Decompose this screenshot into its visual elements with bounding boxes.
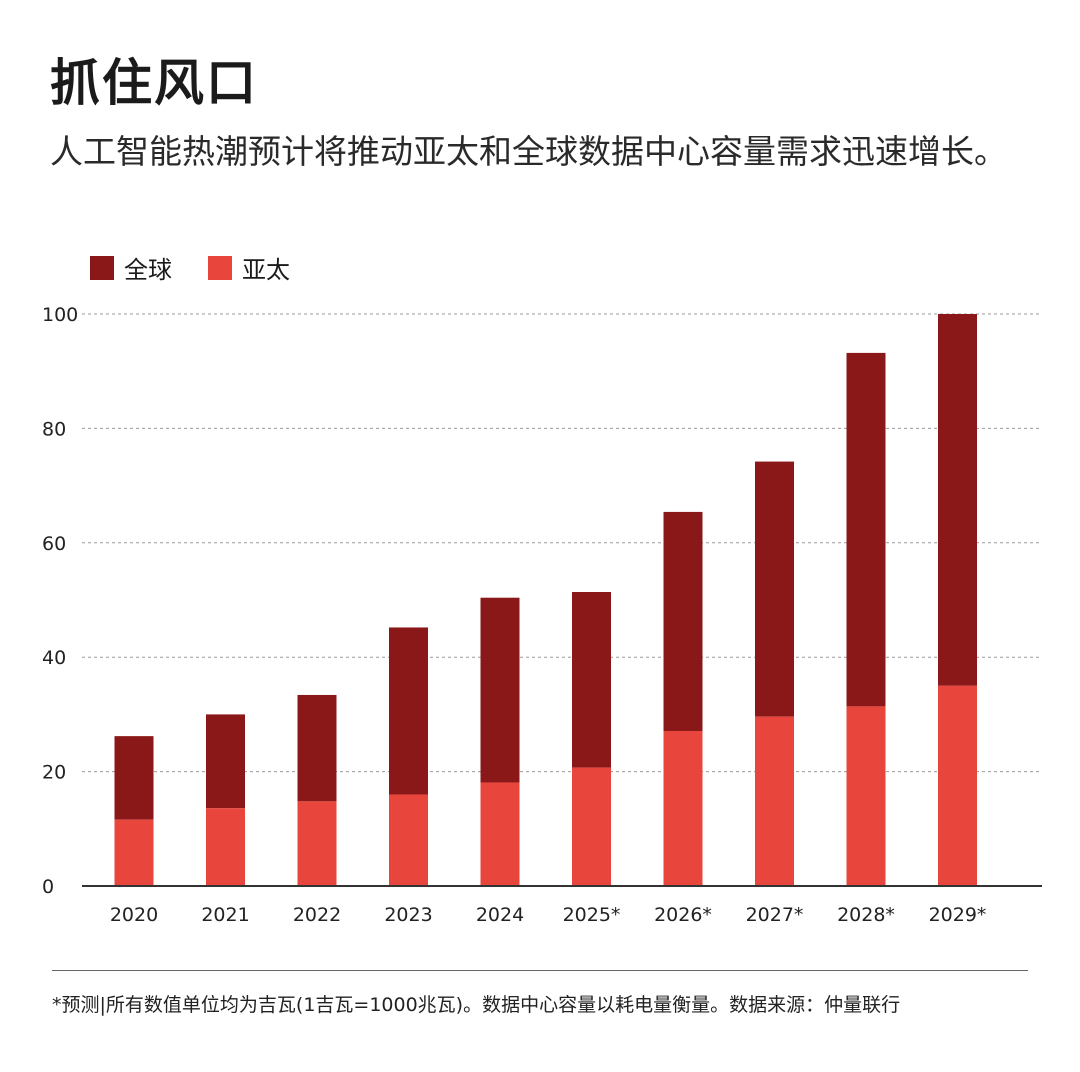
x-tick-label-2021: 2021 — [201, 904, 249, 926]
stacked-bar-chart: 0 20 40 60 80 100 2020 2021 2022 2023 2024 2025* 202… — [42, 304, 1042, 926]
page-subtitle: 人工智能热潮预计将推动亚太和全球数据中心容量需求迅速增长。 — [50, 132, 1007, 171]
bar-global-2026 — [663, 511, 703, 731]
bar-apac-2022 — [297, 801, 337, 886]
footer-divider — [52, 970, 1028, 971]
bar-apac-2023 — [389, 794, 428, 886]
y-tick-label-40: 40 — [42, 647, 66, 669]
bar-global-2025 — [572, 591, 611, 768]
x-tick-label-2025: 2025* — [563, 904, 621, 926]
y-tick-label-100: 100 — [42, 304, 78, 326]
x-tick-label-2020: 2020 — [110, 904, 158, 926]
bar-global-2027 — [755, 461, 794, 717]
bar-apac-2024 — [480, 782, 520, 886]
legend-label-global: 全球 — [124, 256, 172, 284]
bar-apac-2021 — [206, 808, 245, 886]
y-tick-label-80: 80 — [42, 418, 66, 440]
bar-apac-2020 — [114, 819, 154, 886]
chart-legend: 全球 亚太 — [90, 250, 326, 285]
y-tick-label-0: 0 — [42, 876, 54, 898]
bar-global-2029 — [938, 314, 977, 686]
bar-apac-2027 — [755, 716, 794, 886]
bar-global-2024 — [480, 597, 520, 783]
footnote: *预测|所有数值单位均为吉瓦(1吉瓦=1000兆瓦)。数据中心容量以耗电量衡量。… — [52, 994, 901, 1016]
bar-global-2023 — [389, 627, 428, 795]
legend-swatch-apac — [208, 255, 232, 280]
x-tick-label-2023: 2023 — [384, 904, 432, 926]
legend-item-apac: 亚太 — [208, 250, 290, 285]
x-tick-label-2026: 2026* — [654, 904, 712, 926]
legend-item-global: 全球 — [90, 250, 172, 285]
y-tick-label-20: 20 — [42, 762, 66, 784]
bar-apac-2025 — [572, 767, 611, 886]
y-tick-label-60: 60 — [42, 533, 66, 555]
bar-global-2021 — [206, 714, 245, 809]
bar-apac-2029 — [938, 685, 977, 886]
legend-label-apac: 亚太 — [242, 256, 290, 284]
bar-global-2020 — [114, 736, 154, 820]
x-tick-label-2022: 2022 — [293, 904, 341, 926]
x-tick-label-2024: 2024 — [476, 904, 524, 926]
x-tick-label-2027: 2027* — [746, 904, 804, 926]
x-tick-label-2028: 2028* — [837, 904, 895, 926]
x-tick-label-2029: 2029* — [929, 904, 987, 926]
legend-swatch-global — [90, 255, 114, 280]
page-title: 抓住风口 — [50, 54, 258, 112]
bar-apac-2026 — [663, 730, 703, 886]
bar-global-2028 — [846, 352, 886, 707]
bar-apac-2028 — [846, 706, 886, 886]
bar-global-2022 — [297, 694, 337, 802]
